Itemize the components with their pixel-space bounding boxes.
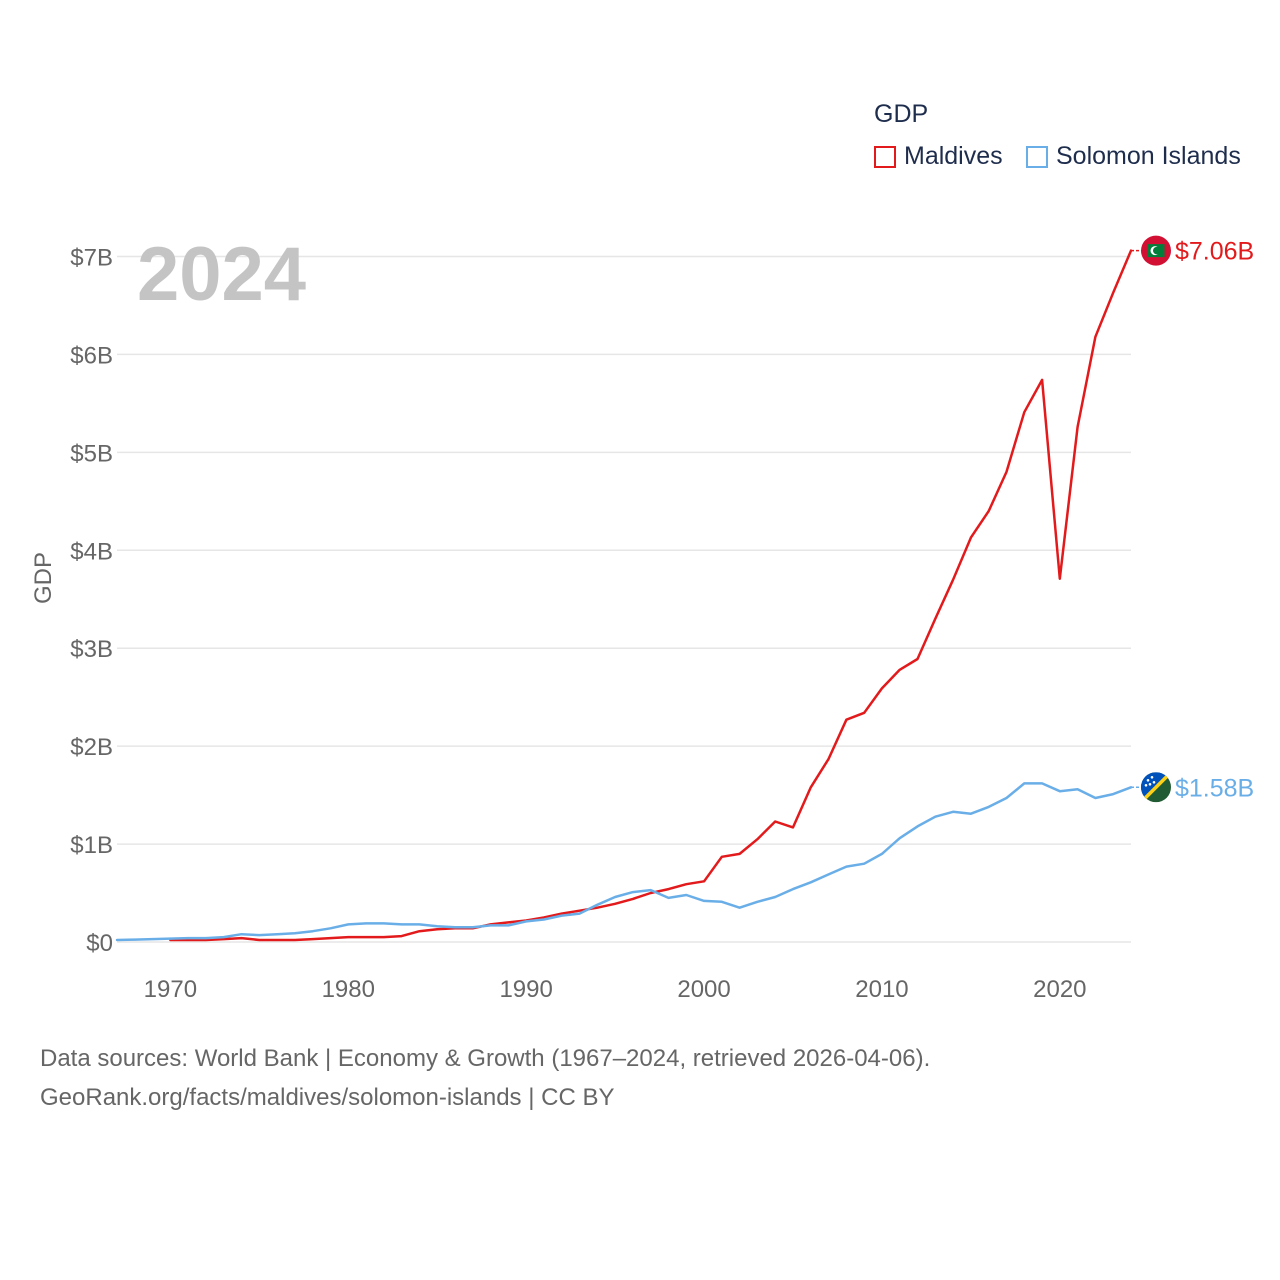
y-tick-label: $1B xyxy=(70,832,113,859)
source-line-1: Data sources: World Bank | Economy & Gro… xyxy=(40,1045,931,1072)
flag-solomon-islands-icon xyxy=(1141,772,1171,803)
series-line-maldives xyxy=(169,249,1133,942)
flag-marker-maldives xyxy=(1141,235,1171,266)
x-tick-label: 2010 xyxy=(855,976,908,1003)
x-tick-label: 1970 xyxy=(144,976,197,1003)
legend-title: GDP xyxy=(874,100,929,128)
flag-solomon-star xyxy=(1150,775,1154,779)
legend-swatch-solomon-islands xyxy=(1026,145,1048,168)
legend-item-maldives[interactable]: Maldives xyxy=(874,142,1003,171)
y-axis-ticks: $0 $1B $2B $3B $4B $5B $6B $7B xyxy=(70,245,113,958)
y-tick-label: $5B xyxy=(70,440,113,467)
source-line-2: GeoRank.org/facts/maldives/solomon-islan… xyxy=(40,1084,615,1111)
y-tick-label: $2B xyxy=(70,734,113,761)
year-label: 2024 xyxy=(137,232,306,317)
y-tick-label: $0 xyxy=(86,930,113,957)
grid-lines xyxy=(117,255,1131,943)
legend-label-maldives: Maldives xyxy=(904,142,1003,170)
x-tick-label: 2020 xyxy=(1033,976,1086,1003)
legend-swatch-maldives xyxy=(874,145,896,168)
flag-solomon-star xyxy=(1152,780,1156,784)
end-value-label-maldives: $7.06B xyxy=(1175,238,1254,266)
flag-solomon-star xyxy=(1144,783,1148,787)
flag-maldives-crescent-cut xyxy=(1153,246,1161,255)
legend-label-solomon-islands: Solomon Islands xyxy=(1056,142,1241,170)
end-markers: $7.06B $1.58B xyxy=(1131,235,1254,803)
x-axis-ticks: 1970 1980 1990 2000 2010 2020 xyxy=(144,976,1087,1003)
series-line-solomon-islands xyxy=(115,782,1133,942)
x-tick-label: 1980 xyxy=(322,976,375,1003)
y-tick-label: $4B xyxy=(70,538,113,565)
flag-marker-solomon-islands xyxy=(1141,772,1171,803)
flag-solomon-star xyxy=(1148,782,1152,786)
end-value-label-solomon-islands: $1.58B xyxy=(1175,774,1254,802)
y-tick-label: $6B xyxy=(70,342,113,369)
x-tick-label: 2000 xyxy=(677,976,730,1003)
series-lines xyxy=(115,249,1133,942)
y-axis-label: GDP xyxy=(30,552,57,604)
x-tick-label: 1990 xyxy=(499,976,552,1003)
legend-item-solomon-islands[interactable]: Solomon Islands xyxy=(1026,142,1241,171)
y-tick-label: $3B xyxy=(70,636,113,663)
y-tick-label: $7B xyxy=(70,245,113,272)
flag-solomon-star xyxy=(1146,778,1150,782)
